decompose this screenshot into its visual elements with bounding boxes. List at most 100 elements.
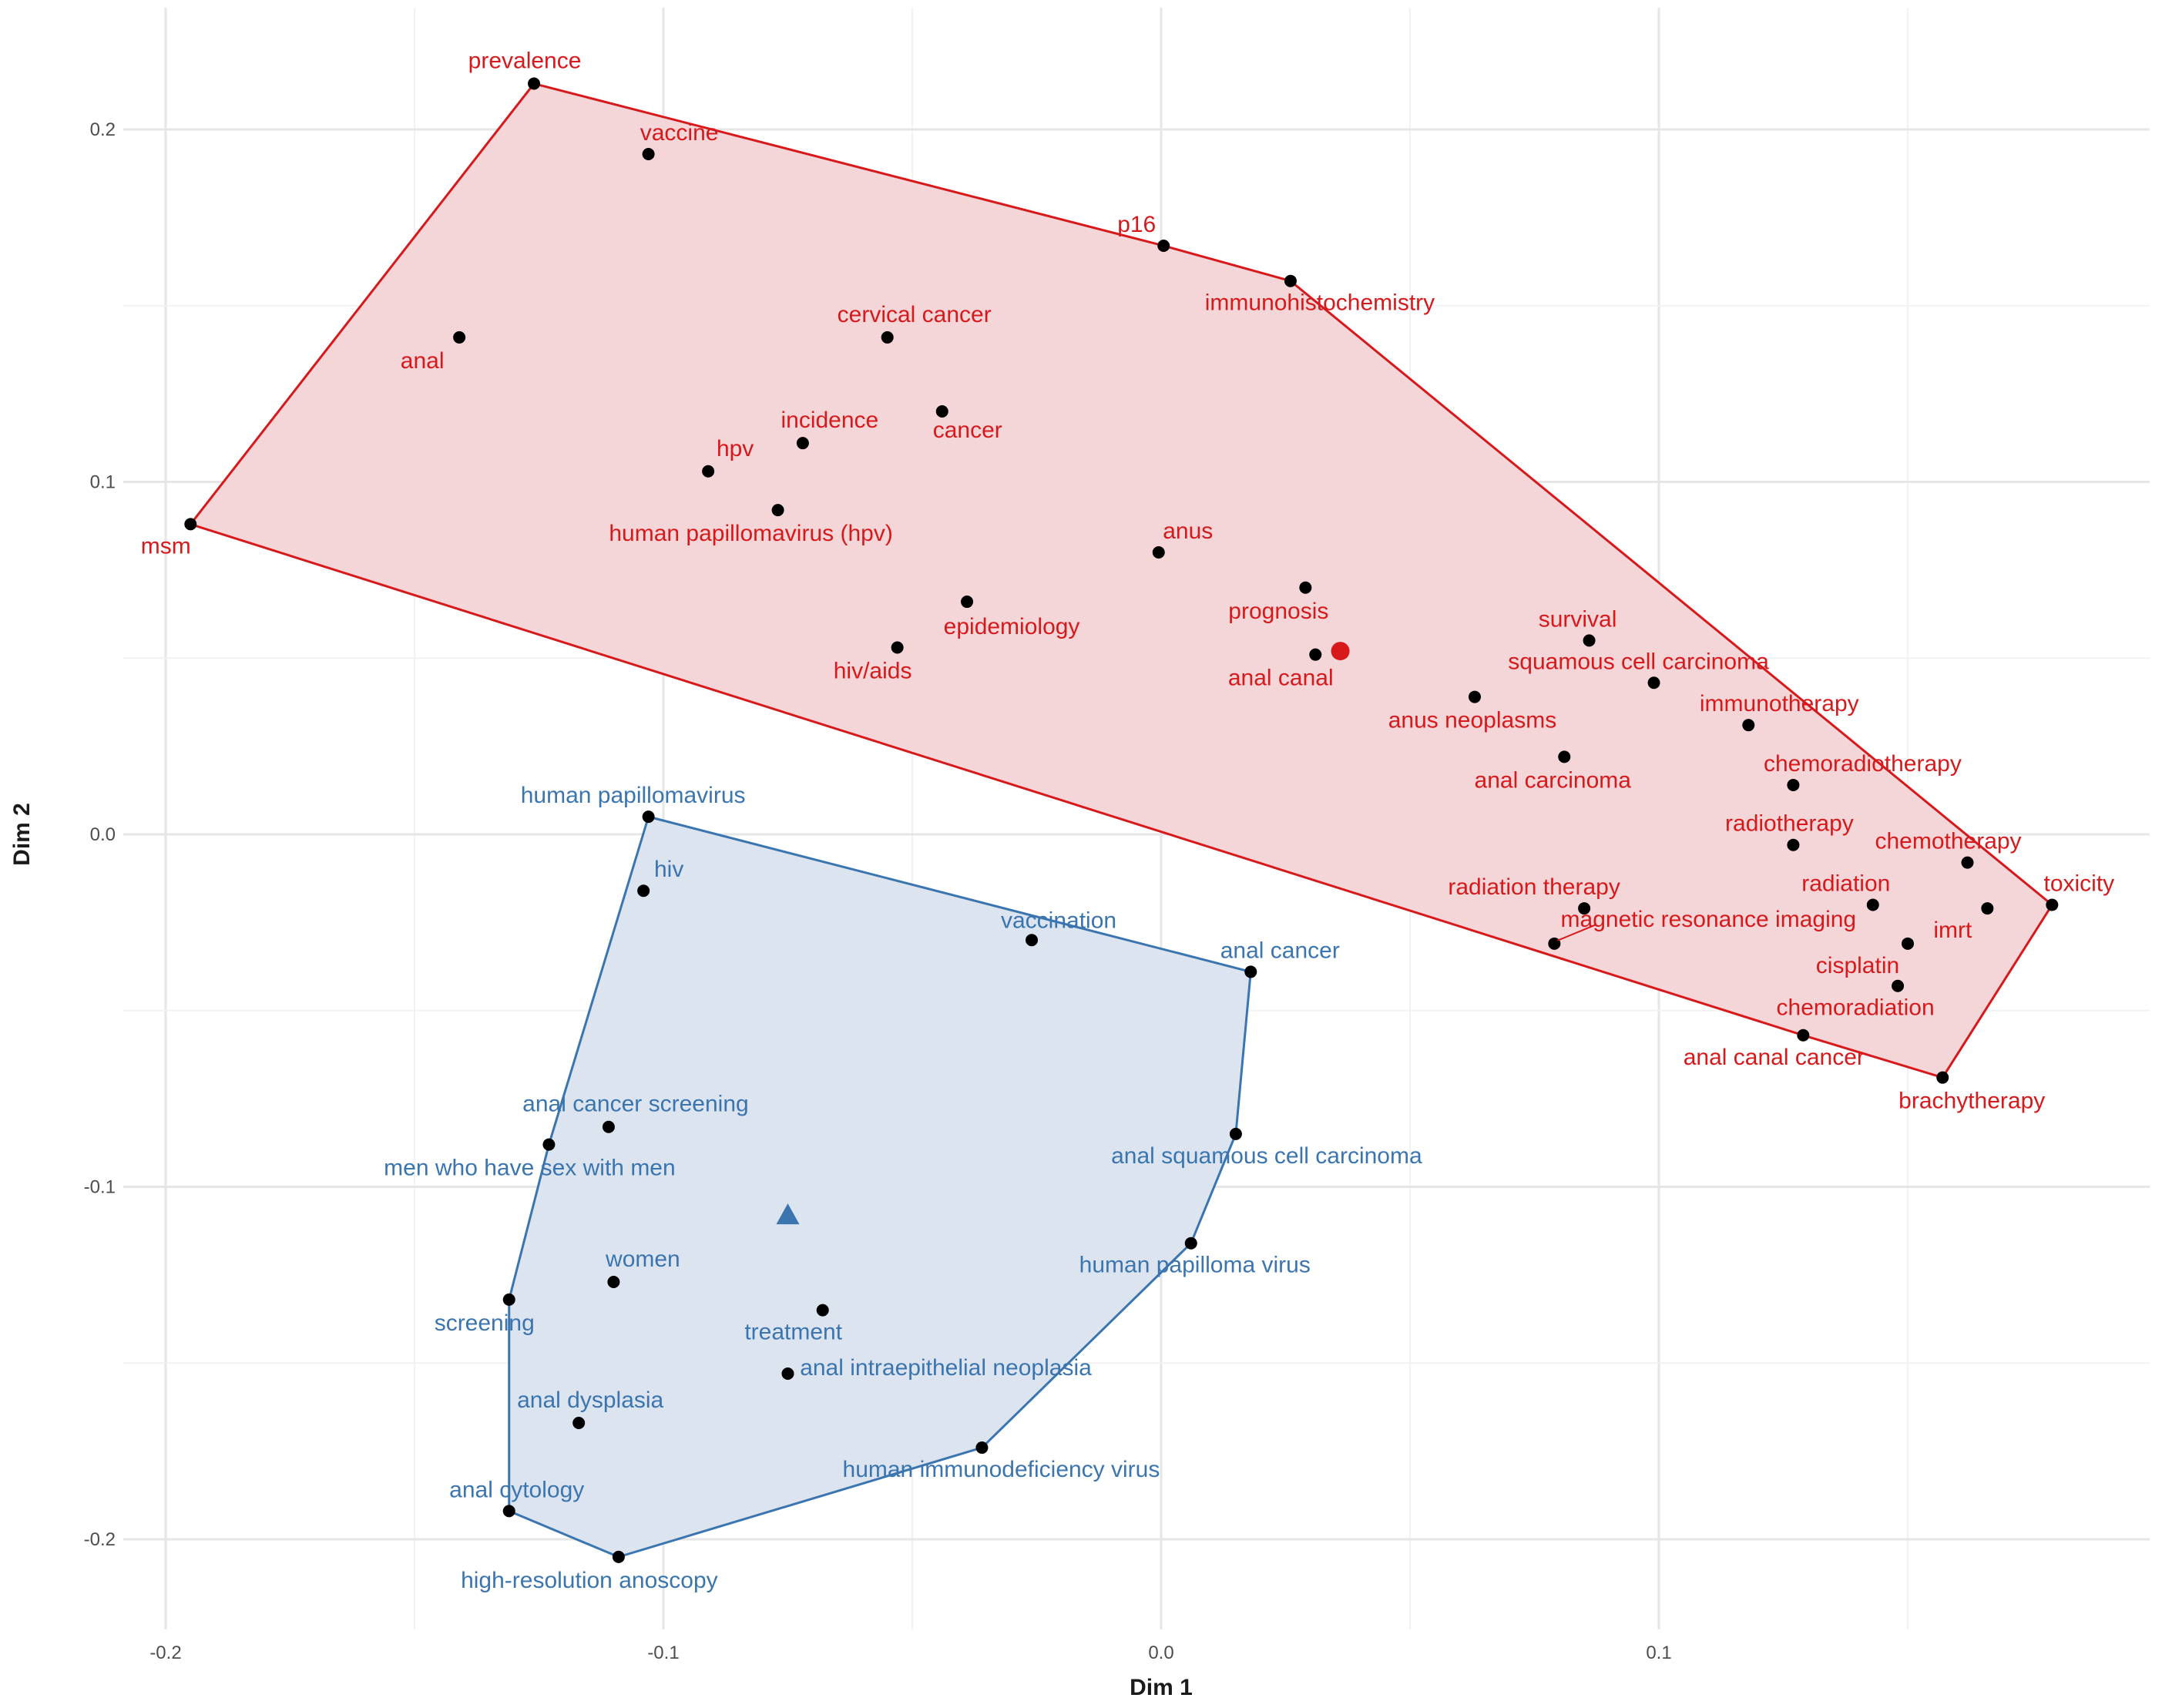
data-point (1184, 1237, 1197, 1250)
point-label: radiation therapy (1448, 874, 1620, 900)
point-label: anal (401, 348, 445, 374)
centroid-triangle-marker (776, 1203, 800, 1225)
data-point (528, 77, 541, 90)
y-tick-label: 0.0 (90, 824, 116, 845)
point-label: anal canal cancer (1684, 1045, 1865, 1070)
data-point (1299, 581, 1312, 594)
data-point (1866, 898, 1879, 911)
y-tick-label: 0.2 (90, 119, 116, 140)
y-tick-label: -0.2 (84, 1529, 116, 1550)
data-point (1797, 1028, 1810, 1042)
point-label: anus (1163, 518, 1213, 544)
data-point (1647, 676, 1660, 690)
data-point (1558, 750, 1571, 763)
centroid-circle-marker (1331, 642, 1350, 661)
data-point (702, 465, 715, 478)
point-label: cervical cancer (838, 302, 992, 327)
point-label: squamous cell carcinoma (1508, 649, 1769, 674)
point-label: msm (141, 533, 191, 559)
hull-layer (189, 82, 2053, 1559)
x-tick-label: 0.1 (1646, 1643, 1671, 1663)
point-label: toxicity (2043, 871, 2114, 897)
x-tick-label: 0.0 (1148, 1643, 1173, 1663)
data-point (1026, 934, 1039, 947)
data-point (1892, 979, 1905, 992)
data-point (1787, 838, 1800, 851)
point-layer (184, 77, 2059, 1563)
point-label: anal intraepithelial neoplasia (800, 1355, 1092, 1381)
data-point (602, 1120, 615, 1133)
data-point (975, 1441, 989, 1455)
point-label: anal cancer (1220, 938, 1340, 963)
data-point (891, 641, 904, 654)
point-label: vaccine (640, 120, 719, 146)
point-label: human immunodeficiency virus (843, 1457, 1160, 1482)
data-point (1229, 1127, 1242, 1140)
point-label: radiotherapy (1725, 811, 1854, 837)
data-point (502, 1505, 515, 1518)
point-label: epidemiology (944, 614, 1080, 639)
point-label: anal carcinoma (1475, 767, 1632, 793)
data-point (1961, 856, 1974, 869)
point-label: imrt (1933, 918, 1972, 943)
point-label: treatment (744, 1320, 842, 1345)
data-point (771, 504, 784, 517)
data-point (642, 810, 655, 824)
y-tick-label: -0.1 (84, 1177, 116, 1198)
point-label: chemoradiation (1777, 995, 1935, 1021)
point-label: high-resolution anoscopy (461, 1568, 718, 1593)
data-point (607, 1276, 620, 1289)
point-label: women (605, 1247, 680, 1272)
point-label: chemotherapy (1875, 829, 2021, 854)
label-layer: prevalence vaccine p16 immunohistochemistry… (141, 49, 2114, 1593)
point-label: prognosis (1228, 599, 1328, 624)
data-point (961, 596, 974, 609)
data-point (453, 331, 466, 344)
data-point (2046, 898, 2059, 911)
y-axis-title: Dim 2 (9, 803, 35, 866)
y-tick-label: 0.1 (90, 472, 116, 493)
point-label: hpv (717, 436, 754, 461)
point-label: survival (1539, 606, 1617, 632)
point-label: screening (435, 1310, 535, 1336)
data-point (184, 518, 197, 531)
point-label: hiv/aids (834, 659, 912, 684)
point-label: chemoradiotherapy (1764, 751, 1962, 777)
x-tick-label: -0.1 (647, 1643, 679, 1663)
data-point (1936, 1071, 1949, 1084)
point-label: cisplatin (1816, 953, 1899, 978)
data-point (1902, 937, 1914, 950)
x-axis-title: Dim 1 (1130, 1675, 1193, 1700)
data-point (881, 331, 894, 344)
data-point (542, 1138, 556, 1151)
data-point (1244, 965, 1257, 978)
point-label: human papillomavirus (hpv) (609, 521, 893, 546)
blue-cluster-hull (508, 815, 1252, 1559)
point-label: radiation (1801, 871, 1890, 897)
data-point (1742, 719, 1755, 732)
data-point (637, 884, 650, 898)
data-point (1981, 902, 1994, 915)
point-label: anus neoplasms (1388, 708, 1556, 733)
point-label: men who have sex with men (384, 1156, 676, 1181)
data-point (1578, 902, 1591, 915)
data-point (935, 405, 948, 418)
red-cluster-hull (189, 82, 2053, 1079)
data-point (1583, 634, 1596, 647)
label-leader-line (1556, 923, 1597, 941)
data-point (642, 148, 655, 161)
point-label: immunotherapy (1700, 691, 1859, 716)
data-point (816, 1304, 829, 1317)
data-point (1309, 648, 1322, 661)
point-label: anal canal (1228, 666, 1334, 691)
data-point (1468, 690, 1481, 703)
data-point (1157, 239, 1170, 252)
data-point (781, 1367, 794, 1380)
point-label: hiv (654, 857, 683, 882)
point-label: human papillomavirus (521, 783, 746, 808)
point-label: anal cancer screening (522, 1092, 749, 1117)
point-label: human papilloma virus (1079, 1253, 1311, 1278)
data-point (572, 1417, 586, 1430)
point-label: anal squamous cell carcinoma (1111, 1143, 1422, 1169)
